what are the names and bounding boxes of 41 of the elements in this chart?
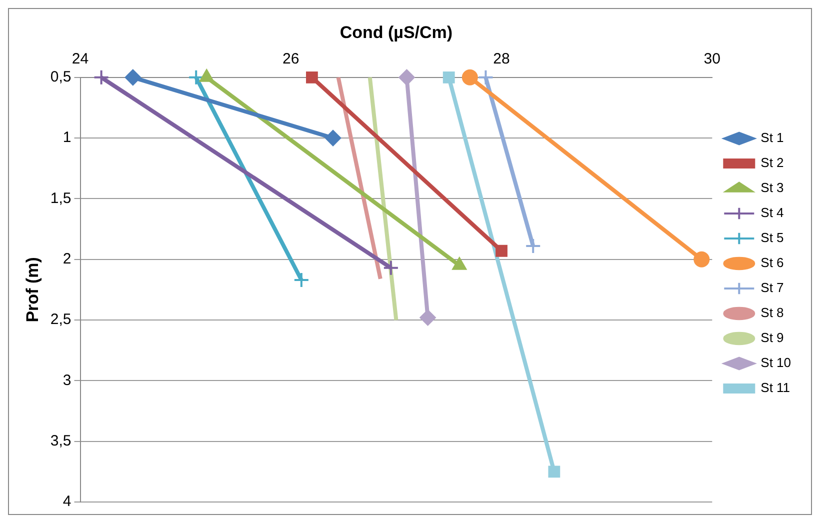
legend-label: St 2 — [760, 155, 784, 170]
legend-label: St 1 — [760, 130, 784, 146]
point — [306, 71, 318, 84]
legend-label: St 4 — [760, 205, 784, 220]
point — [382, 260, 399, 276]
legend-label: St 6 — [760, 255, 784, 270]
point — [694, 251, 710, 268]
legend-label: St 10 — [760, 355, 792, 370]
point — [462, 69, 478, 86]
legend-label: St 9 — [760, 330, 784, 346]
point — [124, 69, 141, 86]
x-axis-title: Cond (µS/Cm) — [340, 22, 453, 42]
legend-label: St 5 — [760, 230, 784, 246]
point — [442, 71, 455, 84]
point — [325, 130, 342, 146]
y-tick-label: 2 — [62, 250, 72, 268]
x-tick-label: 24 — [72, 50, 89, 68]
point — [548, 466, 560, 478]
x-tick-label: 28 — [493, 50, 510, 68]
y-tick-label: 0,5 — [50, 68, 72, 86]
y-tick-label: 2,5 — [50, 311, 72, 328]
point — [478, 69, 494, 86]
point — [398, 69, 415, 86]
legend-label: St 7 — [760, 280, 784, 296]
x-tick-label: 26 — [282, 50, 300, 68]
y-tick-label: 3,5 — [50, 432, 72, 450]
point — [496, 244, 508, 257]
point — [420, 310, 436, 326]
y-tick-label: 4 — [62, 493, 72, 510]
point — [293, 272, 310, 288]
point — [188, 69, 204, 86]
legend-label: St 11 — [760, 380, 790, 396]
y-tick-label: 1,5 — [50, 190, 72, 207]
point — [525, 238, 542, 254]
legend-label: St 8 — [760, 305, 784, 320]
y-tick-label: 3 — [62, 372, 72, 389]
y-tick-label: 1 — [62, 129, 72, 146]
x-tick-label: 30 — [704, 50, 720, 68]
legend-label: St 3 — [760, 180, 784, 196]
point — [93, 69, 110, 86]
y-axis-title: Prof (m) — [22, 257, 42, 322]
